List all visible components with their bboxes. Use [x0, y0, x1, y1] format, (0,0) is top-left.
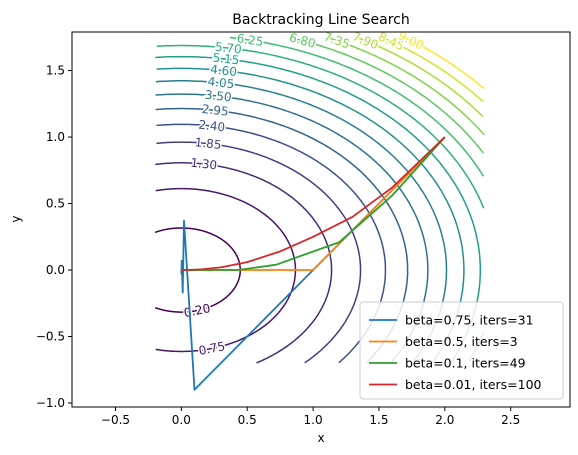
contour-line	[155, 93, 429, 363]
x-tick-label: 0.0	[172, 413, 191, 427]
y-tick-label: −1.0	[36, 396, 65, 410]
x-tick-label: 0.5	[238, 413, 257, 427]
x-tick-label: −0.5	[101, 413, 130, 427]
contour-line	[156, 141, 362, 364]
x-tick-label: 2.5	[501, 413, 520, 427]
contour-line	[229, 36, 485, 177]
legend-label: beta=0.5, iters=3	[405, 334, 518, 349]
contour-line	[290, 36, 484, 154]
x-tick-label: 2.0	[435, 413, 454, 427]
contour-level-label: 1.30	[190, 156, 218, 173]
series-line	[180, 136, 446, 391]
contour-line	[156, 67, 465, 363]
contour-level-label: 6.25	[236, 31, 265, 49]
legend-label: beta=0.1, iters=49	[405, 356, 526, 371]
y-tick-label: 0.0	[46, 263, 65, 277]
x-tick-label: 1.5	[369, 413, 388, 427]
contour-line	[329, 37, 485, 136]
legend-box	[359, 301, 564, 400]
legend-label: beta=0.01, iters=100	[405, 377, 542, 392]
contour-level-label: 5.70	[214, 40, 242, 57]
contour-line	[156, 44, 485, 209]
y-tick-label: 1.0	[46, 130, 65, 144]
contour-line	[404, 36, 485, 90]
contour-level-label: 5.15	[212, 51, 240, 68]
contour-level-label: 4.05	[207, 74, 235, 91]
contour-line	[357, 37, 484, 118]
series-line	[181, 136, 446, 271]
contour-line	[383, 37, 484, 103]
contour-level-label: 0.75	[197, 339, 226, 358]
x-axis-label: x	[317, 431, 324, 445]
y-axis-label: y	[9, 215, 23, 222]
descent-paths	[180, 136, 446, 391]
contour-level-label: 2.95	[201, 102, 229, 119]
y-axis-ticks: −1.0 −0.5 0.0 0.5 1.0 1.5	[36, 64, 72, 410]
legend-label: beta=0.75, iters=31	[405, 313, 534, 328]
y-tick-label: 0.5	[46, 197, 65, 211]
contour-level-label: 4.60	[210, 62, 238, 79]
x-tick-label: 1.0	[304, 413, 323, 427]
y-tick-label: −0.5	[36, 330, 65, 344]
contour-line	[155, 162, 333, 364]
legend: beta=0.75, iters=31 beta=0.5, iters=3 beta…	[359, 301, 564, 400]
contour-level-label: 3.50	[204, 88, 232, 105]
y-tick-label: 1.5	[46, 64, 65, 78]
contour-level-label: 2.40	[198, 118, 226, 135]
contour-line	[155, 55, 482, 363]
contour-level-label: 1.85	[194, 135, 222, 152]
contour-line	[155, 80, 448, 363]
chart-title: Backtracking Line Search	[232, 12, 409, 28]
plot-frame	[71, 31, 571, 408]
x-axis-ticks: −0.5 0.0 0.5 1.0 1.5 2.0 2.5	[101, 407, 520, 427]
